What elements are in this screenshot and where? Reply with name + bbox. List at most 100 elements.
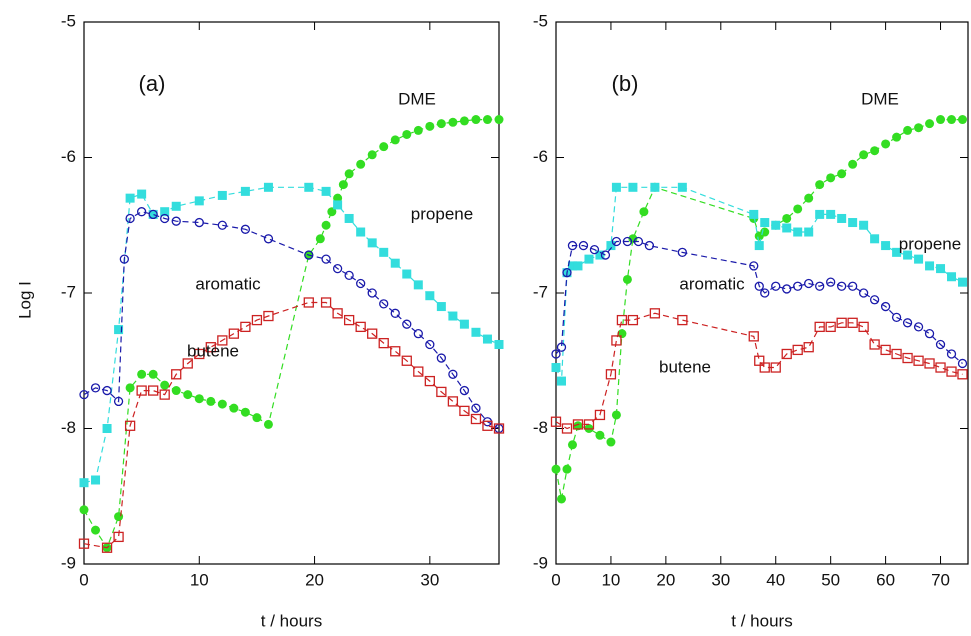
data-point — [914, 123, 924, 133]
data-point — [793, 227, 803, 237]
series-line — [83, 186, 500, 484]
data-point — [390, 135, 400, 145]
data-point — [217, 335, 228, 346]
data-point — [892, 247, 902, 257]
data-point — [171, 201, 181, 211]
data-point — [622, 236, 633, 247]
y-tick-label: -5 — [533, 11, 548, 30]
data-point — [338, 180, 348, 190]
data-point — [160, 207, 170, 217]
x-axis-title: t / hours — [731, 611, 792, 630]
data-point — [494, 339, 504, 349]
data-point — [263, 310, 274, 322]
data-point — [567, 440, 577, 450]
data-point — [321, 254, 331, 264]
data-point — [644, 240, 655, 251]
data-point — [102, 424, 112, 433]
data-point — [892, 132, 902, 142]
data-point — [869, 339, 880, 350]
data-point — [114, 325, 124, 335]
data-point — [160, 380, 170, 390]
data-point — [194, 217, 204, 228]
y-tick-label: -7 — [61, 282, 76, 301]
data-point — [562, 268, 572, 278]
data-point — [78, 538, 90, 549]
y-tick-label: -8 — [533, 418, 548, 437]
data-point — [447, 396, 459, 407]
series-line — [83, 119, 499, 550]
data-point — [102, 385, 112, 396]
data-point — [595, 250, 605, 260]
data-point — [448, 117, 458, 127]
data-point — [556, 342, 567, 352]
data-point — [902, 318, 913, 328]
data-point — [263, 419, 273, 429]
data-point — [413, 280, 423, 290]
data-point — [333, 200, 343, 210]
data-point — [622, 274, 632, 284]
annotation: propene — [899, 234, 961, 253]
data-point — [482, 115, 492, 125]
y-tick-label: -6 — [61, 147, 76, 166]
y-tick-label: -5 — [61, 11, 76, 30]
data-point — [90, 383, 101, 393]
data-point — [611, 182, 621, 192]
data-point — [494, 115, 504, 125]
y-tick-label: -7 — [533, 282, 548, 301]
data-point — [367, 328, 378, 339]
data-point — [771, 220, 781, 230]
data-point — [611, 410, 621, 420]
data-point — [649, 308, 661, 319]
data-point — [91, 525, 101, 535]
data-point — [814, 321, 825, 333]
data-point — [946, 366, 957, 377]
data-point — [869, 295, 880, 305]
data-point — [760, 218, 770, 228]
data-point — [315, 234, 325, 244]
x-tick-label: 0 — [551, 570, 560, 589]
data-point — [240, 224, 251, 234]
data-point — [589, 244, 600, 255]
data-point — [459, 385, 470, 396]
data-point — [436, 353, 447, 363]
data-point — [125, 213, 135, 224]
data-point — [848, 159, 858, 169]
data-point — [263, 182, 273, 192]
data-point — [793, 281, 803, 291]
data-point — [194, 348, 205, 360]
data-point — [413, 125, 423, 135]
data-point — [304, 250, 314, 260]
y-tick-label: -6 — [533, 147, 548, 166]
series-line — [555, 119, 963, 500]
data-point — [567, 261, 577, 271]
data-point — [935, 362, 946, 373]
data-point — [182, 358, 193, 369]
data-point — [650, 182, 660, 192]
data-point — [771, 281, 781, 291]
data-point — [91, 475, 101, 485]
data-point — [804, 193, 814, 203]
data-point — [482, 334, 492, 344]
x-tick-label: 30 — [711, 570, 730, 589]
data-point — [760, 288, 770, 298]
annotation: DME — [398, 89, 436, 108]
series-line — [83, 211, 500, 430]
data-point — [584, 254, 594, 264]
data-point — [826, 173, 836, 183]
data-point — [551, 464, 561, 474]
data-point — [333, 193, 343, 203]
data-point — [677, 247, 687, 258]
data-point — [578, 240, 589, 251]
data-point — [616, 314, 628, 326]
data-point — [320, 297, 332, 308]
data-point — [136, 385, 147, 396]
data-point — [413, 328, 423, 339]
data-point — [471, 327, 481, 337]
data-point — [859, 150, 869, 160]
data-point — [925, 261, 935, 271]
data-point — [913, 322, 924, 332]
annotation: DME — [861, 89, 899, 108]
data-point — [217, 399, 227, 409]
data-point — [815, 209, 825, 219]
